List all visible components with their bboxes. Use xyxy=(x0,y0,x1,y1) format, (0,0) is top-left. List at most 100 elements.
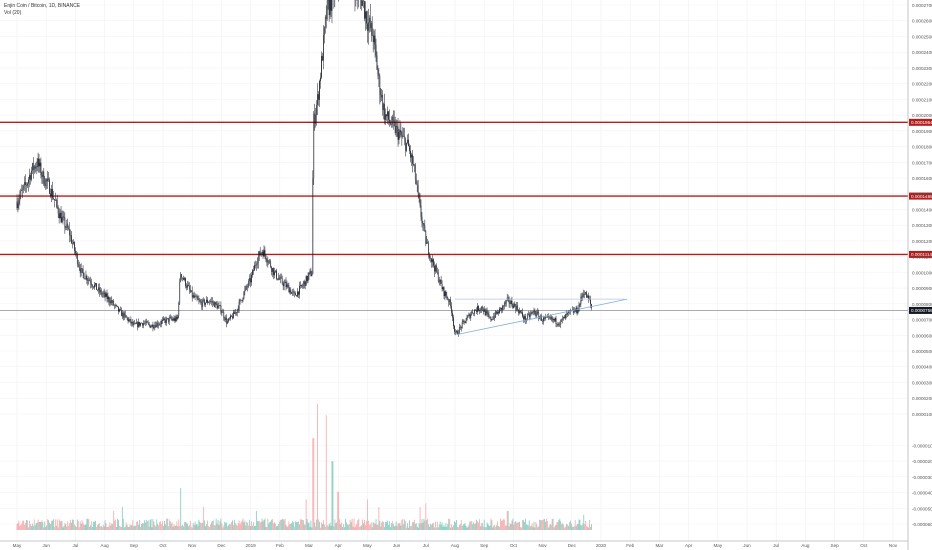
candle-body xyxy=(365,11,366,19)
volume-indicator-label[interactable]: Vol (20) xyxy=(4,10,22,16)
candle-body xyxy=(574,310,576,312)
candle-body xyxy=(126,317,128,319)
candle-body xyxy=(265,255,267,260)
volume-bar xyxy=(118,520,119,530)
volume-bar xyxy=(70,519,72,530)
horizontal-levels[interactable]: 0.0001954 0.0001485 0.0001114 0.0000758 xyxy=(0,118,932,314)
candle-body xyxy=(471,311,473,315)
candle-body xyxy=(423,224,425,226)
candle-body xyxy=(531,312,533,314)
volume-bar xyxy=(251,521,252,530)
candle-body xyxy=(147,322,149,324)
volume-bar xyxy=(489,525,491,530)
time-tick-label: Aug xyxy=(451,543,460,548)
candle-body xyxy=(239,299,241,302)
candle-body xyxy=(389,119,390,123)
volume-bar xyxy=(263,519,265,530)
candle-body xyxy=(254,265,255,271)
candle-body xyxy=(565,314,566,319)
candle-body xyxy=(486,311,488,313)
candle-body xyxy=(530,313,532,315)
volume-bar xyxy=(544,519,545,530)
candle-body xyxy=(536,311,538,316)
trendlines[interactable] xyxy=(455,298,628,336)
volume-bar xyxy=(471,521,473,530)
volume-bar xyxy=(280,519,282,530)
symbol-title[interactable]: Enjin Coin / Bitcoin, 1D, BINANCE xyxy=(4,3,81,9)
candle-body xyxy=(267,262,269,263)
volume-bar xyxy=(150,519,152,530)
volume-bar xyxy=(171,522,173,530)
candle-body xyxy=(234,312,236,314)
volume-bar xyxy=(106,527,108,530)
chart-grid xyxy=(0,0,908,541)
volume-bar xyxy=(63,525,65,530)
volume-bar xyxy=(52,520,53,530)
candle-body xyxy=(137,322,138,327)
time-tick-label: 2020 xyxy=(596,543,607,548)
volume-bar xyxy=(486,522,488,530)
volume-bar xyxy=(39,522,41,530)
candle-body xyxy=(263,250,265,257)
volume-bar xyxy=(419,507,421,530)
volume-bar xyxy=(142,523,144,530)
time-tick-label: Dec xyxy=(217,543,226,548)
volume-bar xyxy=(438,524,440,530)
candle-body xyxy=(204,299,205,305)
volume-bar xyxy=(270,521,272,530)
volume-bar xyxy=(501,520,503,530)
candle-body xyxy=(240,299,242,301)
volume-bar xyxy=(157,523,159,530)
volume-bar xyxy=(343,523,344,530)
volume-bar xyxy=(511,520,513,530)
candle-body xyxy=(368,22,369,31)
candle-body xyxy=(105,293,107,297)
volume-bar xyxy=(351,518,353,530)
volume-bar xyxy=(566,523,567,530)
volume-bar xyxy=(344,519,346,530)
volume-bar xyxy=(414,523,416,530)
candle-body xyxy=(463,320,465,322)
price-tick-label: 0.0000200 xyxy=(912,396,932,401)
volume-bar xyxy=(225,522,227,530)
candle-body xyxy=(20,190,22,196)
volume-bar xyxy=(482,526,484,530)
candle-body xyxy=(261,251,263,254)
volume-bar xyxy=(550,524,552,530)
candle-body xyxy=(230,315,231,319)
candle-body xyxy=(517,305,519,311)
candle-body xyxy=(475,309,476,311)
price-tick-label: 0.0000100 xyxy=(912,412,932,417)
candle-body xyxy=(140,323,141,326)
candle-body xyxy=(372,35,374,43)
volume-bar xyxy=(230,524,231,530)
candle-body xyxy=(464,321,466,323)
volume-bar xyxy=(139,519,140,530)
candle-body xyxy=(132,321,134,325)
candle-body xyxy=(216,304,218,309)
candle-body xyxy=(171,319,173,320)
candle-body xyxy=(398,132,400,140)
candle-body xyxy=(494,316,496,318)
volume-bar xyxy=(396,526,398,530)
volume-bar xyxy=(314,522,316,530)
volume-bar xyxy=(524,518,526,530)
volume-bar xyxy=(317,403,319,530)
volume-bar xyxy=(345,522,347,530)
candle-body xyxy=(314,113,316,124)
candle-body xyxy=(406,142,408,151)
candle-body xyxy=(482,309,484,312)
candle-body xyxy=(186,286,187,288)
candle-body xyxy=(460,326,462,329)
candle-body xyxy=(278,278,279,280)
volume-bar xyxy=(55,525,57,530)
volume-bar xyxy=(38,522,40,530)
candle-body xyxy=(403,136,405,137)
candle-body xyxy=(116,304,117,306)
price-tick-label: 0.0001600 xyxy=(912,176,932,181)
price-axis[interactable]: 0.0002700 0.0002600 0.0002500 0.0002400 0.00… xyxy=(907,0,932,550)
candle-body xyxy=(447,298,449,300)
time-axis[interactable]: May Jun Jul Aug Sep Oct Nov Dec 2019 Feb Mar Apr May… xyxy=(0,540,908,548)
volume-bar xyxy=(183,526,184,530)
